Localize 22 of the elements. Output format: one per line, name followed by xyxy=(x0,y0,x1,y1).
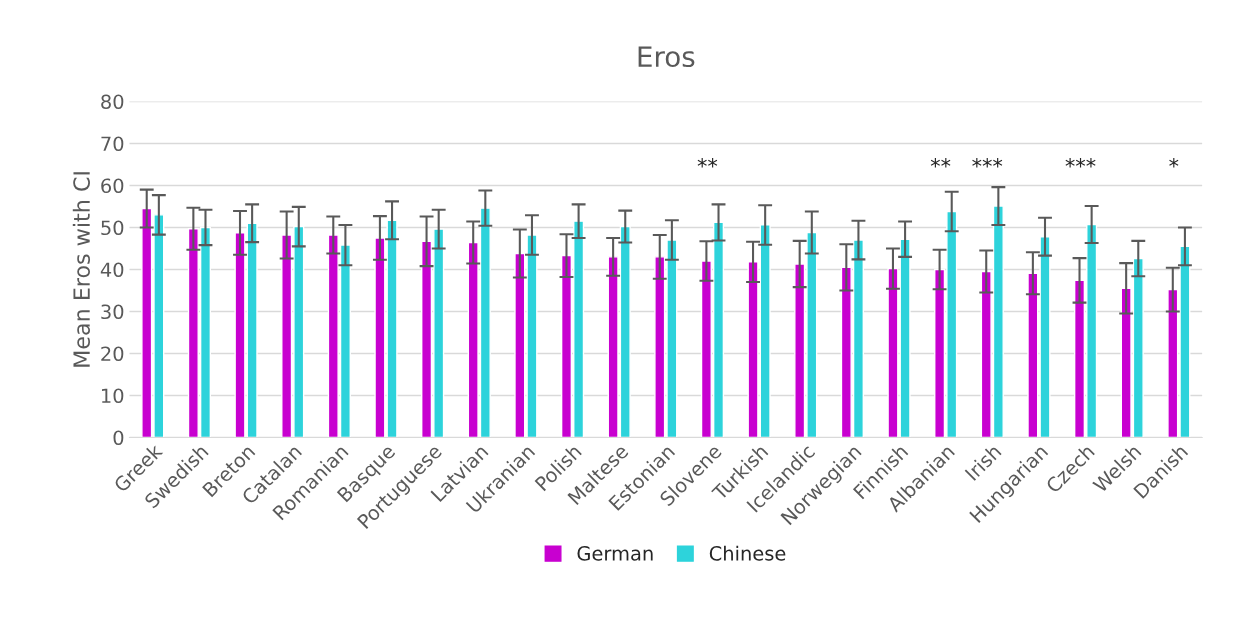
y-tick-label: 70 xyxy=(101,136,124,152)
bar xyxy=(386,219,398,438)
bar xyxy=(887,267,899,438)
legend-label: German xyxy=(577,546,653,561)
chart-title: Eros xyxy=(638,46,695,68)
annotation: *** xyxy=(972,157,1003,168)
y-tick-label: 30 xyxy=(101,304,124,320)
y-axis-title: Mean Eros with CI xyxy=(72,172,90,367)
legend-label: Chinese xyxy=(709,545,786,561)
annotation: * xyxy=(1169,157,1179,168)
bar xyxy=(374,237,386,438)
y-tick-label: 0 xyxy=(113,430,124,446)
annotation: ** xyxy=(930,157,951,168)
bar xyxy=(899,238,911,438)
y-tick-label: 20 xyxy=(101,346,124,362)
y-tick-label: 10 xyxy=(102,388,124,404)
y-tick-label: 60 xyxy=(101,178,124,194)
annotation: *** xyxy=(1065,157,1096,168)
y-tick-label: 40 xyxy=(100,262,124,278)
y-tick-label: 50 xyxy=(101,220,124,236)
annotation: ** xyxy=(697,157,718,168)
y-tick-label: 80 xyxy=(101,94,124,110)
